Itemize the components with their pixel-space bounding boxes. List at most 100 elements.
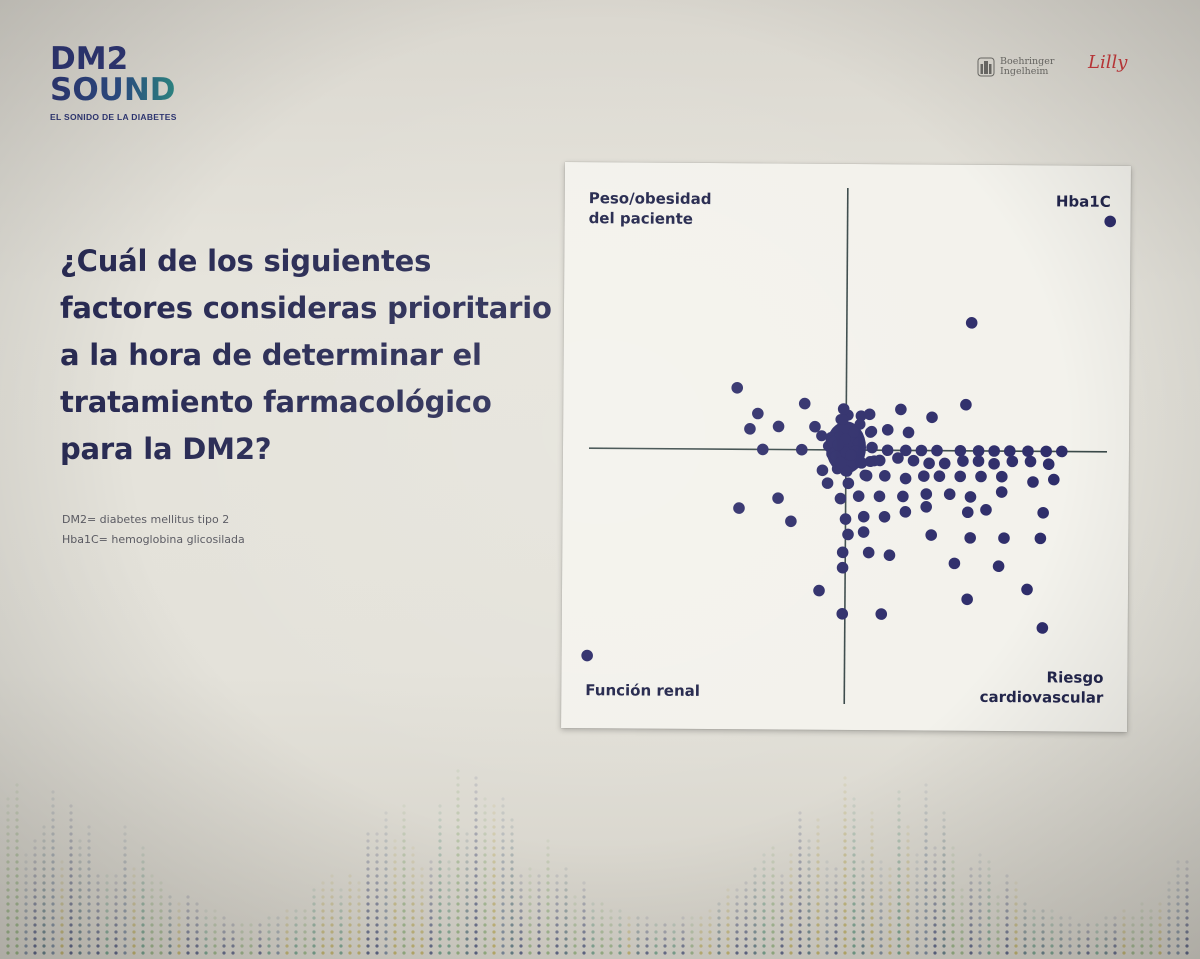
equalizer-dot — [1113, 937, 1117, 941]
equalizer-dot — [123, 895, 127, 899]
equalizer-dot — [834, 916, 838, 920]
scatter-point — [809, 420, 821, 433]
equalizer-dot — [906, 846, 910, 850]
equalizer-dot — [519, 923, 523, 927]
equalizer-dot — [420, 909, 424, 913]
equalizer-dot — [186, 923, 190, 927]
equalizer-dot — [6, 860, 10, 864]
equalizer-dot — [699, 916, 703, 920]
equalizer-dot — [591, 923, 595, 927]
equalizer-dot — [366, 916, 370, 920]
equalizer-dot — [96, 888, 100, 892]
equalizer-dot — [42, 825, 46, 829]
equalizer-dot — [771, 867, 775, 871]
equalizer-dot — [501, 811, 505, 815]
equalizer-dot — [582, 888, 586, 892]
equalizer-dot — [366, 909, 370, 913]
equalizer-dot — [717, 902, 721, 906]
equalizer-dot — [213, 937, 217, 941]
scatter-point — [1042, 458, 1055, 470]
equalizer-dot — [6, 853, 10, 857]
equalizer-dot — [537, 937, 541, 941]
equalizer-dot — [141, 930, 145, 934]
equalizer-dot — [393, 874, 397, 878]
equalizer-dot — [582, 944, 586, 948]
equalizer-dot — [627, 944, 631, 948]
equalizer-dot — [303, 923, 307, 927]
equalizer-dot — [1050, 944, 1054, 948]
scatter-point — [938, 457, 951, 470]
equalizer-dot — [141, 860, 145, 864]
equalizer-dot — [573, 944, 577, 948]
equalizer-dot — [447, 867, 451, 871]
equalizer-dot — [897, 839, 901, 843]
equalizer-dot — [474, 797, 478, 801]
equalizer-dot — [816, 846, 820, 850]
equalizer-dot — [726, 902, 730, 906]
equalizer-dot — [6, 888, 10, 892]
equalizer-dot — [6, 804, 10, 808]
equalizer-dot — [15, 909, 19, 913]
equalizer-dot — [69, 804, 73, 808]
equalizer-dot — [492, 937, 496, 941]
equalizer-dot — [456, 895, 460, 899]
equalizer-dot — [1149, 916, 1153, 920]
equalizer-dot — [465, 951, 469, 955]
equalizer-dot — [735, 888, 739, 892]
equalizer-dot — [654, 930, 658, 934]
equalizer-dot — [969, 923, 973, 927]
equalizer-dot — [294, 923, 298, 927]
equalizer-dot — [969, 951, 973, 955]
equalizer-dot — [411, 846, 415, 850]
equalizer-dot — [42, 895, 46, 899]
equalizer-dot — [312, 951, 316, 955]
equalizer-dot — [231, 923, 235, 927]
equalizer-dot — [888, 881, 892, 885]
equalizer-dot — [483, 888, 487, 892]
equalizer-dot — [330, 881, 334, 885]
equalizer-dot — [510, 860, 514, 864]
equalizer-dot — [888, 951, 892, 955]
equalizer-dot — [501, 951, 505, 955]
equalizer-dot — [438, 811, 442, 815]
equalizer-dot — [870, 853, 874, 857]
equalizer-dot — [771, 909, 775, 913]
equalizer-dot — [1149, 951, 1153, 955]
boehringer-text-line1: Boehringer — [1000, 56, 1055, 67]
equalizer-dot — [717, 944, 721, 948]
equalizer-dot — [78, 902, 82, 906]
equalizer-dot — [528, 874, 532, 878]
equalizer-dot — [474, 902, 478, 906]
equalizer-dot — [501, 853, 505, 857]
equalizer-dot — [456, 874, 460, 878]
equalizer-dot — [141, 874, 145, 878]
equalizer-dot — [69, 867, 73, 871]
equalizer-dot — [681, 937, 685, 941]
equalizer-dot — [924, 832, 928, 836]
equalizer-dot — [681, 944, 685, 948]
equalizer-dot — [1140, 944, 1144, 948]
equalizer-dot — [78, 930, 82, 934]
equalizer-dot — [762, 895, 766, 899]
equalizer-dot — [1023, 923, 1027, 927]
equalizer-dot — [321, 895, 325, 899]
equalizer-dot — [816, 930, 820, 934]
equalizer-dot — [312, 930, 316, 934]
equalizer-dot — [429, 951, 433, 955]
equalizer-dot — [915, 867, 919, 871]
equalizer-dot — [987, 923, 991, 927]
equalizer-dot — [924, 860, 928, 864]
equalizer-dot — [483, 839, 487, 843]
equalizer-dot — [915, 944, 919, 948]
equalizer-dot — [375, 846, 379, 850]
equalizer-dot — [924, 853, 928, 857]
equalizer-dot — [519, 930, 523, 934]
equalizer-dot — [519, 902, 523, 906]
equalizer-dot — [348, 923, 352, 927]
equalizer-dot — [906, 888, 910, 892]
equalizer-dot — [474, 951, 478, 955]
equalizer-dot — [960, 909, 964, 913]
equalizer-dot — [420, 888, 424, 892]
equalizer-dot — [852, 825, 856, 829]
scatter-point — [863, 408, 876, 421]
